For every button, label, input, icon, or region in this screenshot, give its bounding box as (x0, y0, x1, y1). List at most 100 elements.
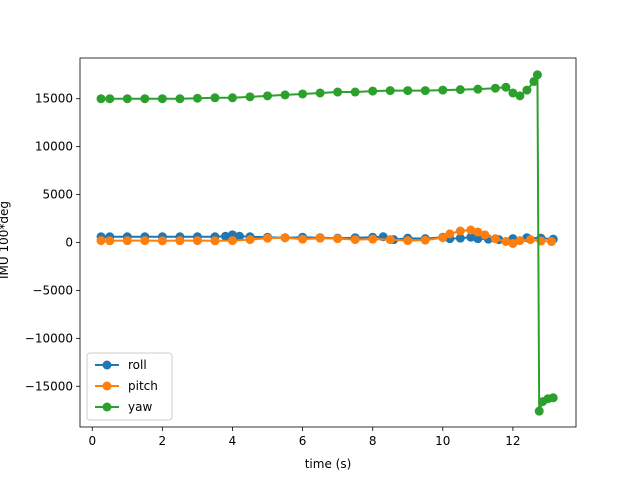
data-point-yaw (522, 85, 532, 95)
data-point-yaw (122, 94, 132, 104)
y-tick-label: 10000 (35, 140, 73, 154)
x-tick-label: 0 (88, 434, 96, 448)
data-point-pitch (525, 235, 535, 245)
data-point-yaw (105, 94, 115, 104)
data-point-pitch (157, 236, 167, 246)
data-point-pitch (438, 233, 448, 243)
data-point-roll (455, 233, 465, 243)
data-point-pitch (192, 236, 202, 246)
data-point-pitch (480, 230, 490, 240)
data-point-pitch (280, 233, 290, 243)
series-yaw (96, 70, 558, 416)
data-point-yaw (175, 94, 185, 104)
data-point-pitch (96, 236, 106, 246)
legend-swatch-marker (102, 402, 112, 412)
legend-label: roll (128, 358, 147, 372)
data-point-yaw (280, 90, 290, 100)
data-point-pitch (333, 234, 343, 244)
x-tick-label: 6 (299, 434, 307, 448)
data-point-pitch (385, 235, 395, 245)
x-tick-label: 2 (159, 434, 167, 448)
data-point-pitch (445, 229, 455, 239)
data-point-pitch (227, 236, 237, 246)
data-point-pitch (263, 233, 273, 243)
data-point-pitch (105, 236, 115, 246)
data-point-pitch (315, 233, 325, 243)
data-point-pitch (368, 234, 378, 244)
data-point-yaw (508, 88, 518, 98)
data-point-yaw (140, 94, 150, 104)
data-point-roll (220, 231, 230, 241)
legend-swatch-marker (102, 381, 112, 391)
data-point-yaw (192, 93, 202, 103)
data-point-yaw (455, 85, 465, 95)
legend-item-roll: roll (95, 358, 147, 372)
y-tick-label: 5000 (42, 188, 73, 202)
data-point-yaw (515, 91, 525, 101)
y-tick-label: 0 (65, 236, 73, 250)
data-point-yaw (245, 92, 255, 102)
data-point-yaw (438, 85, 448, 95)
legend-swatch-marker (102, 360, 112, 370)
data-point-yaw (548, 393, 558, 403)
legend-item-yaw: yaw (95, 400, 152, 414)
data-point-pitch (140, 236, 150, 246)
legend-item-pitch: pitch (95, 379, 158, 393)
data-point-pitch (245, 235, 255, 245)
data-point-yaw (529, 76, 539, 86)
data-point-yaw (534, 406, 544, 416)
legend-label: yaw (128, 400, 152, 414)
x-tick-label: 10 (435, 434, 450, 448)
x-tick-label: 8 (369, 434, 377, 448)
data-point-pitch (350, 235, 360, 245)
y-tick-label: −10000 (25, 331, 73, 345)
data-point-yaw (333, 87, 343, 97)
data-point-pitch (466, 225, 476, 235)
data-point-yaw (96, 94, 106, 104)
data-point-pitch (473, 227, 483, 237)
data-point-yaw (490, 83, 500, 93)
data-point-pitch (490, 234, 500, 244)
x-axis-label: time (s) (305, 457, 352, 471)
data-point-yaw (227, 93, 237, 103)
data-point-roll (466, 232, 476, 242)
data-point-yaw (263, 91, 273, 101)
legend-label: pitch (128, 379, 158, 393)
data-point-yaw (210, 93, 220, 103)
data-point-yaw (315, 88, 325, 98)
data-point-yaw (350, 87, 360, 97)
data-point-pitch (501, 237, 511, 247)
data-point-roll (234, 231, 244, 241)
data-point-pitch (508, 238, 518, 248)
x-tick-label: 4 (229, 434, 237, 448)
data-point-pitch (122, 236, 132, 246)
x-tick-label: 12 (505, 434, 520, 448)
data-point-pitch (175, 236, 185, 246)
data-point-pitch (420, 235, 430, 245)
data-point-yaw (501, 82, 511, 92)
data-point-yaw (385, 86, 395, 96)
data-point-pitch (515, 236, 525, 246)
y-axis-label: IMU 100*deg (0, 201, 11, 279)
series-pitch (96, 225, 556, 248)
data-point-pitch (298, 234, 308, 244)
data-point-pitch (403, 236, 413, 246)
data-point-roll (473, 234, 483, 244)
series-line-yaw (101, 73, 554, 413)
y-tick-label: 15000 (35, 92, 73, 106)
data-point-yaw (368, 86, 378, 96)
data-point-yaw (420, 86, 430, 96)
series-layer (96, 70, 558, 416)
legend: roll pitch yaw (86, 352, 173, 421)
axes-layer: 0 2 4 6 8 10 12 −15000 −10000 −5000 0 5000 10000 1500… (25, 57, 577, 448)
data-point-pitch (546, 237, 556, 247)
y-tick-label: −15000 (25, 379, 73, 393)
data-point-pitch (210, 236, 220, 246)
y-tick-label: −5000 (32, 283, 73, 297)
data-point-yaw (473, 84, 483, 94)
data-point-yaw (157, 94, 167, 104)
data-point-yaw (403, 86, 413, 96)
data-point-pitch (455, 226, 465, 236)
data-point-yaw (298, 89, 308, 99)
